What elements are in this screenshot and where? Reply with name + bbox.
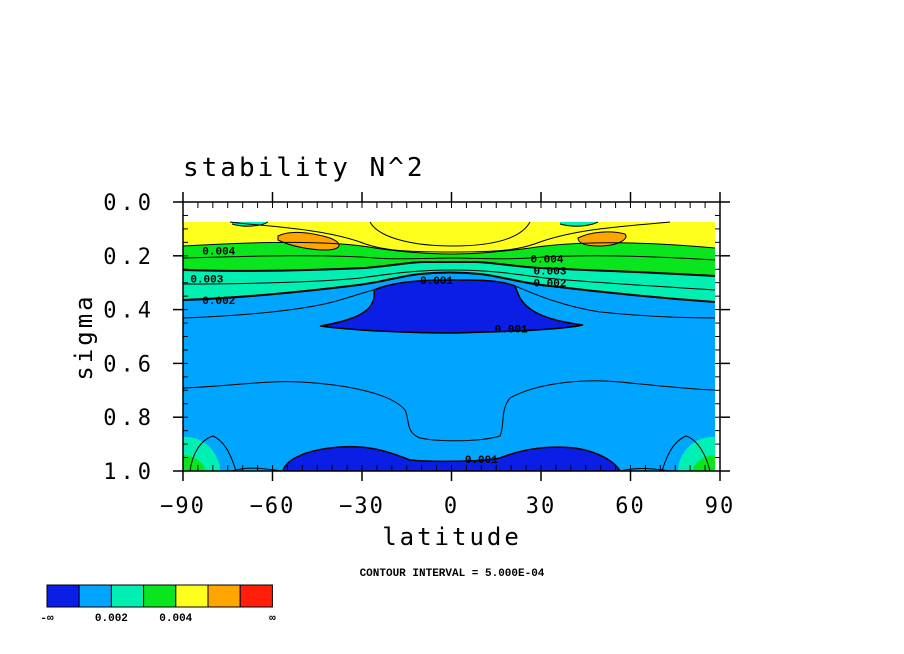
contour-fill-green <box>183 242 715 276</box>
y-axis: 0.0 0.2 0.4 0.6 0.8 1.0 <box>103 191 730 485</box>
contour-label: 0.002 <box>202 296 235 308</box>
chart-title: stability N^2 <box>183 153 426 183</box>
y-tick-label: 0.6 <box>103 352 155 377</box>
contour-lines <box>182 221 716 472</box>
colorbar-swatch <box>78 584 112 608</box>
x-axis-label: latitude <box>382 523 522 551</box>
x-tick-label: 30 <box>526 494 557 519</box>
minor-ticks <box>182 201 721 472</box>
colorbar <box>46 584 273 608</box>
x-tick-label: −30 <box>339 494 385 519</box>
y-tick-label: 1.0 <box>103 460 155 485</box>
x-tick-label: 90 <box>705 494 736 519</box>
contour-label: 0.003 <box>190 275 223 287</box>
contour-fill-orange-left <box>278 232 340 250</box>
y-tick-label: 0.2 <box>103 245 155 270</box>
x-axis: −90 −60 −30 0 30 60 90 <box>160 192 736 519</box>
contour-label: 0.004 <box>202 246 235 258</box>
colorbar-swatch <box>175 584 209 608</box>
contour-interval-label: CONTOUR INTERVAL = 5.000E-04 <box>360 568 545 580</box>
colorbar-swatch <box>207 584 241 608</box>
contour-fill-yellow <box>183 222 715 254</box>
colorbar-label: 0.002 <box>95 613 128 625</box>
x-tick-label: 0 <box>444 494 459 519</box>
contour-fill-teal-topright <box>560 222 598 227</box>
colorbar-label: ∞ <box>269 613 276 625</box>
x-tick-label: −90 <box>160 494 206 519</box>
colorbar-swatch <box>46 584 80 608</box>
contour-label: 0.001 <box>495 324 528 336</box>
colorbar-swatch <box>239 584 273 608</box>
colorbar-swatch <box>143 584 177 608</box>
colorbar-labels: -∞ 0.002 0.004 ∞ <box>40 613 276 625</box>
contour-label: 0.001 <box>420 276 453 288</box>
y-tick-label: 0.0 <box>103 191 155 216</box>
contour-fill-corner-left-green <box>183 455 206 471</box>
contour-label: 0.003 <box>533 267 566 279</box>
contour-label: 0.002 <box>533 279 566 291</box>
plot-area: 0.0040.0030.0020.0010.0010.0040.0030.002… <box>182 201 721 472</box>
contour-label: 0.001 <box>465 455 498 467</box>
colorbar-label: 0.004 <box>159 613 192 625</box>
x-tick-label: −60 <box>250 494 296 519</box>
contour-label-group: 0.0040.0030.0020.0010.0010.0040.0030.002… <box>190 246 566 466</box>
contour-fill-teal <box>183 262 715 302</box>
colorbar-label: -∞ <box>40 613 54 625</box>
y-axis-label: sigma <box>70 293 98 380</box>
y-tick-label: 0.8 <box>103 406 155 431</box>
y-tick-label: 0.4 <box>103 299 155 324</box>
contour-fill-darkblue-lower <box>283 446 620 471</box>
x-tick-label: 60 <box>615 494 646 519</box>
colorbar-swatch <box>110 584 145 608</box>
contour-label: 0.004 <box>530 254 563 266</box>
